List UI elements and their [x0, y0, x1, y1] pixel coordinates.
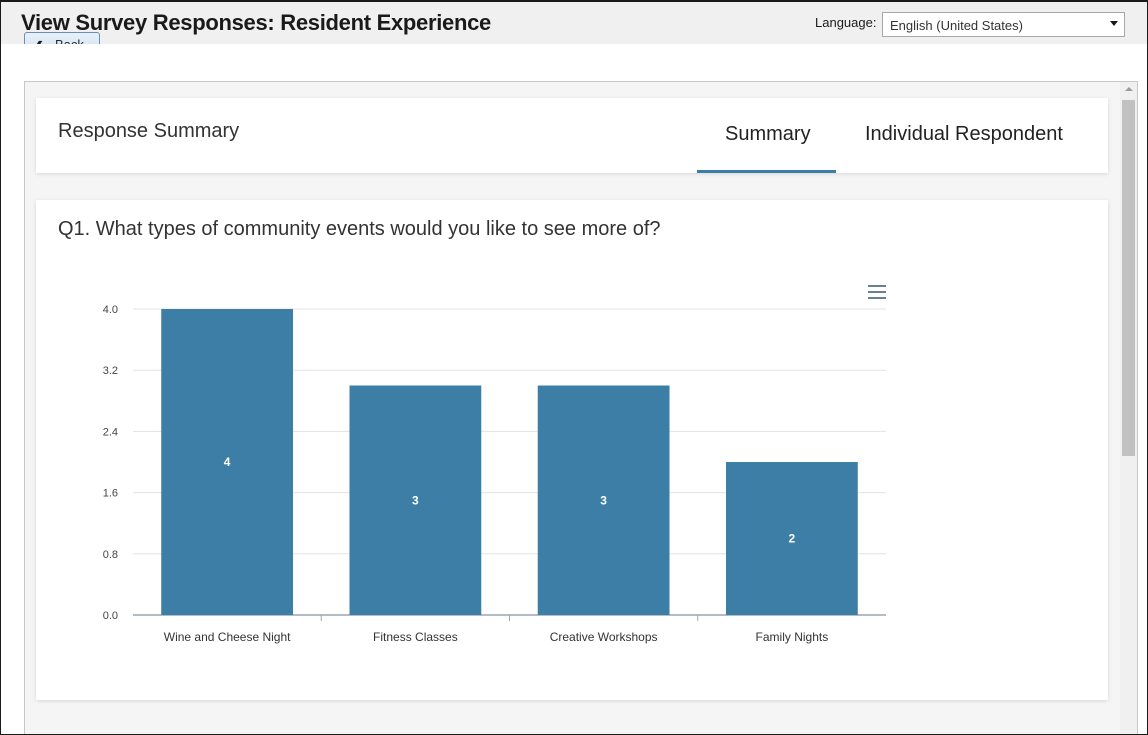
language-select[interactable]: English (United States) — [882, 12, 1125, 37]
chevron-down-icon — [1110, 21, 1118, 26]
bar-chart: 0.0 0.8 1.6 2.4 3.2 4.0 4 Wine and Cheese Night… — [103, 304, 886, 644]
y-tick-label: 3.2 — [103, 365, 118, 377]
scroll-up-arrow-icon[interactable] — [1125, 87, 1133, 91]
x-tick-label: Family Nights — [756, 630, 829, 644]
x-tick-label: Creative Workshops — [550, 630, 658, 644]
y-tick-label: 1.6 — [103, 488, 118, 500]
header-spacer — [1, 44, 1147, 56]
hamburger-menu-icon[interactable] — [868, 285, 886, 299]
tab-summary[interactable]: Summary — [725, 123, 811, 145]
bar — [725, 462, 858, 615]
question-card: Q1. What types of community events would… — [36, 200, 1108, 700]
language-label: Language: — [815, 15, 877, 30]
bar-data-label: 3 — [600, 493, 607, 507]
bar-data-label: 2 — [789, 532, 796, 546]
bar — [349, 385, 482, 615]
language-select-value: English (United States) — [890, 18, 1023, 33]
bar — [537, 385, 670, 615]
page-title: View Survey Responses: Resident Experien… — [21, 10, 491, 35]
x-tick-label: Fitness Classes — [373, 630, 458, 644]
y-tick-label: 0.0 — [103, 610, 118, 622]
active-tab-indicator — [697, 170, 836, 173]
page-header: View Survey Responses: Resident Experien… — [1, 2, 1147, 44]
y-tick-label: 0.8 — [103, 549, 118, 561]
summary-title: Response Summary — [58, 120, 240, 142]
summary-header: Response Summary Summary Individual Resp… — [36, 98, 1108, 173]
y-tick-label: 2.4 — [103, 426, 118, 438]
content-panel: Response Summary Summary Individual Resp… — [24, 81, 1138, 734]
bar — [161, 309, 294, 615]
question-text: Q1. What types of community events would… — [58, 218, 661, 240]
bar-data-label: 4 — [224, 455, 231, 469]
bar-data-label: 3 — [412, 493, 419, 507]
vertical-scrollbar[interactable] — [1120, 82, 1137, 734]
x-tick-label: Wine and Cheese Night — [164, 630, 291, 644]
y-tick-label: 4.0 — [103, 304, 118, 316]
scroll-thumb[interactable] — [1122, 100, 1135, 456]
tab-individual-respondent[interactable]: Individual Respondent — [865, 123, 1063, 145]
